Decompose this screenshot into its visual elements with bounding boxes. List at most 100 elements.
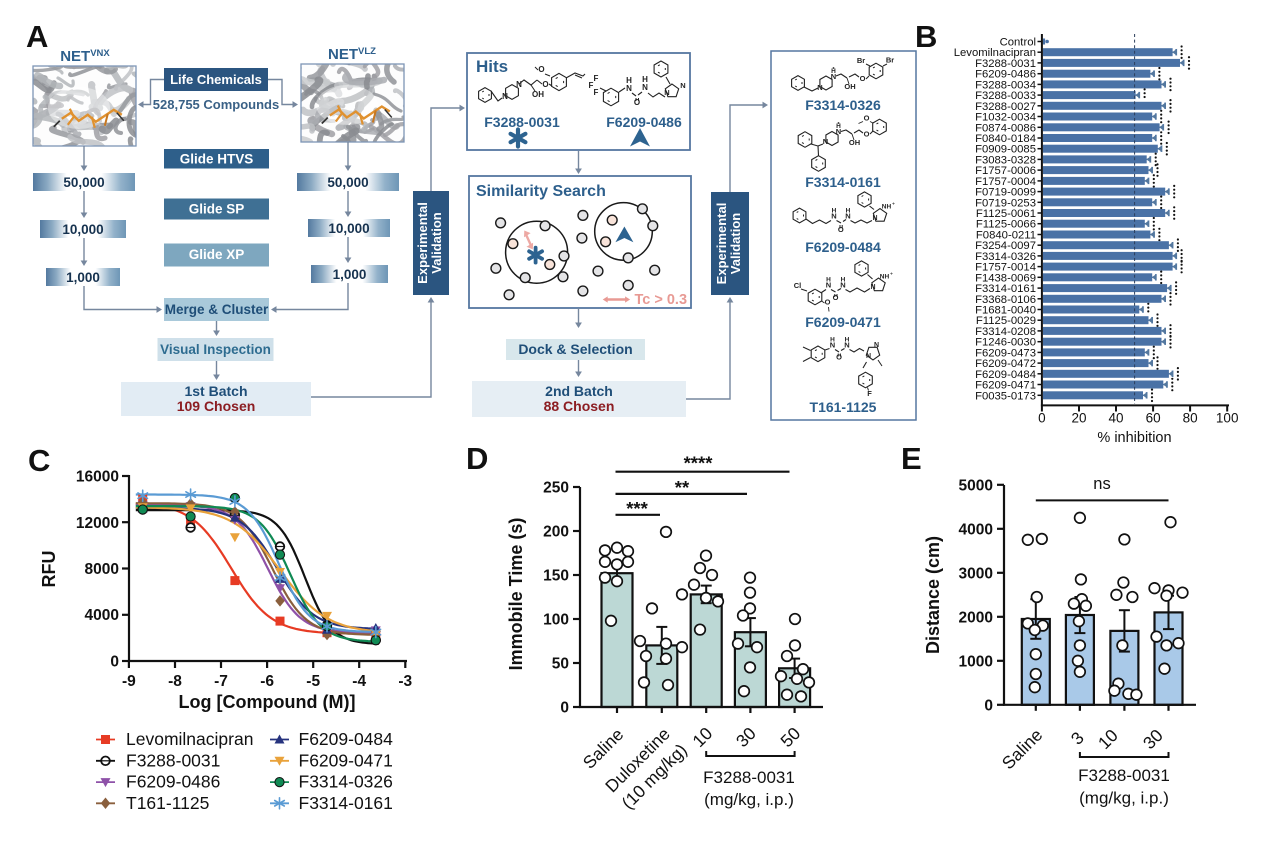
- svg-text:N: N: [844, 341, 849, 350]
- svg-text:F1125-0061: F1125-0061: [976, 208, 1036, 220]
- svg-text:Levomilnacipran: Levomilnacipran: [954, 47, 1036, 59]
- svg-text:H: H: [841, 277, 846, 284]
- svg-text:O: O: [538, 65, 544, 74]
- svg-text:N: N: [817, 83, 822, 92]
- svg-text:B: B: [915, 19, 937, 54]
- svg-text:Experimental: Experimental: [415, 202, 430, 284]
- svg-text:F1681-0040: F1681-0040: [975, 305, 1036, 317]
- svg-text:4000: 4000: [959, 521, 993, 538]
- svg-text:100: 100: [543, 612, 569, 629]
- svg-text:N: N: [642, 83, 648, 92]
- svg-text:N: N: [831, 72, 836, 81]
- svg-text:F3288-0033: F3288-0033: [975, 90, 1036, 102]
- svg-text:N: N: [664, 88, 669, 97]
- svg-text:H: H: [831, 68, 836, 75]
- svg-text:16000: 16000: [76, 469, 119, 486]
- svg-text:Br: Br: [857, 56, 865, 65]
- svg-text:H: H: [826, 277, 831, 284]
- svg-text:F6209-0471: F6209-0471: [299, 750, 393, 770]
- svg-text:-9: -9: [122, 673, 136, 690]
- svg-text:F6209-0473: F6209-0473: [975, 347, 1036, 359]
- svg-text:N: N: [866, 353, 871, 360]
- svg-text:F6209-0484: F6209-0484: [975, 369, 1036, 381]
- svg-text:H: H: [830, 337, 835, 344]
- svg-text:% inhibition: % inhibition: [1097, 430, 1171, 446]
- svg-text:N: N: [516, 80, 522, 89]
- svg-text:F3288-0034: F3288-0034: [975, 79, 1036, 91]
- svg-text:F3288-0031: F3288-0031: [703, 768, 795, 787]
- svg-text:F0874-0086: F0874-0086: [975, 122, 1036, 134]
- svg-text:O: O: [836, 353, 842, 362]
- svg-text:F1438-0069: F1438-0069: [975, 272, 1036, 284]
- svg-text:0: 0: [110, 654, 119, 671]
- svg-text:F3314-0161: F3314-0161: [299, 793, 393, 813]
- svg-text:H: H: [642, 75, 648, 84]
- svg-text:F6209-0486: F6209-0486: [126, 772, 220, 792]
- svg-text:D: D: [466, 441, 488, 476]
- svg-text:1000: 1000: [959, 653, 993, 670]
- svg-text:F1125-0029: F1125-0029: [976, 315, 1036, 327]
- svg-text:+: +: [890, 272, 893, 278]
- svg-text:OH: OH: [849, 138, 860, 147]
- svg-text:50,000: 50,000: [63, 175, 104, 190]
- svg-text:F: F: [867, 389, 872, 398]
- svg-text:O: O: [542, 80, 548, 89]
- svg-text:N: N: [870, 284, 875, 291]
- svg-text:F6209-0486: F6209-0486: [975, 69, 1036, 81]
- svg-text:Life Chemicals: Life Chemicals: [170, 72, 262, 87]
- svg-text:Cl: Cl: [794, 281, 802, 290]
- svg-text:Tc > 0.3: Tc > 0.3: [635, 292, 688, 308]
- svg-text:O: O: [825, 298, 831, 307]
- svg-text:Visual Inspection: Visual Inspection: [160, 342, 271, 357]
- svg-text:5000: 5000: [959, 477, 993, 494]
- svg-text:12000: 12000: [76, 515, 119, 532]
- svg-text:F3314-0161: F3314-0161: [805, 174, 881, 190]
- svg-text:0: 0: [560, 700, 569, 717]
- svg-text:F: F: [594, 88, 599, 97]
- svg-text:2nd Batch: 2nd Batch: [545, 383, 613, 399]
- svg-text:F3314-0326: F3314-0326: [299, 772, 393, 792]
- svg-text:+: +: [892, 202, 895, 208]
- svg-text:E: E: [901, 441, 922, 476]
- svg-text:ns: ns: [1093, 475, 1110, 493]
- svg-text:F6209-0484: F6209-0484: [805, 239, 881, 255]
- svg-text:F3288-0027: F3288-0027: [975, 101, 1036, 113]
- svg-text:F3314-0208: F3314-0208: [975, 326, 1036, 338]
- svg-text:88 Chosen: 88 Chosen: [544, 398, 615, 414]
- svg-text:40: 40: [1108, 411, 1123, 426]
- svg-text:O: O: [864, 130, 870, 139]
- svg-text:-3: -3: [398, 673, 412, 690]
- svg-text:N: N: [840, 281, 845, 290]
- svg-text:Similarity Search: Similarity Search: [476, 183, 606, 200]
- svg-text:4000: 4000: [85, 607, 119, 624]
- svg-text:Hits: Hits: [476, 57, 508, 76]
- svg-text:F3314-0161: F3314-0161: [975, 283, 1036, 295]
- svg-text:F6209-0484: F6209-0484: [299, 729, 394, 749]
- svg-text:0: 0: [984, 697, 993, 714]
- svg-text:50,000: 50,000: [327, 175, 368, 190]
- svg-text:F3288-0031: F3288-0031: [126, 750, 220, 770]
- svg-text:F0719-0253: F0719-0253: [975, 197, 1036, 209]
- svg-text:T161-1125: T161-1125: [810, 399, 877, 415]
- svg-text:100: 100: [1216, 411, 1239, 426]
- svg-text:RFU: RFU: [39, 551, 59, 588]
- svg-text:3000: 3000: [959, 565, 993, 582]
- svg-text:****: ****: [684, 453, 714, 474]
- svg-text:N: N: [872, 215, 877, 222]
- svg-text:N: N: [831, 212, 836, 221]
- svg-text:NH: NH: [880, 274, 890, 281]
- svg-text:N: N: [626, 84, 632, 93]
- svg-text:N: N: [830, 341, 835, 350]
- svg-text:N: N: [836, 127, 841, 136]
- svg-text:F1246-0030: F1246-0030: [975, 337, 1036, 349]
- svg-text:Immobile Time (s): Immobile Time (s): [506, 518, 526, 671]
- svg-text:-5: -5: [306, 673, 320, 690]
- svg-text:N: N: [502, 92, 508, 101]
- svg-text:Validation: Validation: [728, 213, 743, 274]
- svg-text:**: **: [675, 477, 690, 498]
- svg-text:F: F: [589, 81, 594, 90]
- svg-text:8000: 8000: [85, 561, 119, 578]
- svg-text:N: N: [680, 81, 685, 90]
- svg-text:F3288-0031: F3288-0031: [975, 58, 1036, 70]
- svg-text:(mg/kg, i.p.): (mg/kg, i.p.): [704, 790, 794, 809]
